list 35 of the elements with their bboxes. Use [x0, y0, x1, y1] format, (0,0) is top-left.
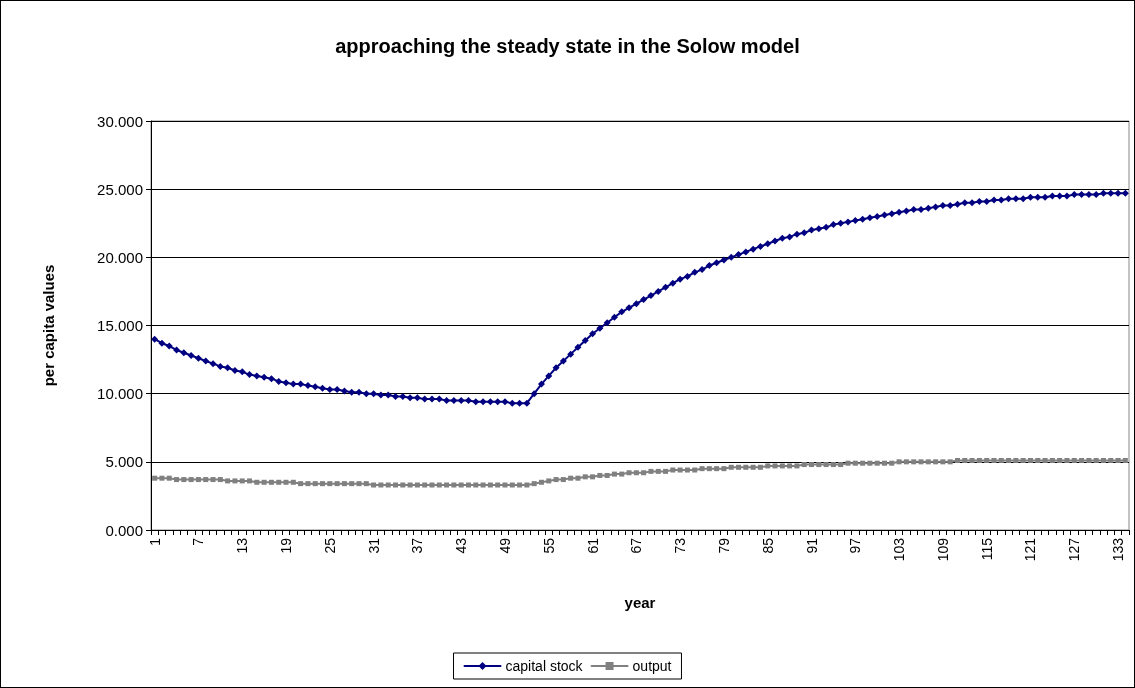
x-tick-label: 55 [540, 537, 557, 554]
y-tick-label: 30.000 [97, 112, 143, 130]
chart-title: approaching the steady state in the Solow model [335, 35, 800, 57]
x-tick-label: 1 [146, 537, 163, 546]
x-tick-label: 127 [1066, 537, 1083, 562]
x-tick-label: 49 [496, 537, 513, 554]
y-tick-label: 20.000 [97, 248, 143, 266]
x-tick-label: 91 [803, 537, 820, 554]
y-axis-title: per capita values [40, 264, 57, 387]
x-tick-label: 7 [190, 537, 207, 546]
x-axis-title: year [624, 594, 656, 611]
legend-label: capital stock [505, 658, 584, 674]
x-tick-label: 31 [365, 537, 382, 554]
x-tick-label: 13 [234, 537, 251, 554]
x-tick-label: 97 [847, 537, 864, 554]
y-tick-label: 15.000 [97, 317, 143, 334]
x-tick-label: 133 [1110, 537, 1127, 562]
x-tick-label: 85 [759, 537, 776, 554]
y-tick-label: 5.000 [105, 453, 143, 471]
y-tick-label: 25.000 [97, 180, 143, 198]
x-tick-label: 103 [891, 537, 908, 562]
x-tick-label: 61 [584, 537, 601, 554]
y-tick-label: 10.000 [97, 385, 143, 403]
y-tick-label: 0.000 [105, 521, 143, 539]
x-tick-label: 19 [278, 537, 295, 554]
x-tick-label: 67 [628, 537, 645, 554]
x-tick-label: 73 [672, 537, 689, 554]
x-tick-label: 115 [978, 537, 995, 561]
x-tick-label: 37 [409, 537, 426, 554]
x-tick-label: 109 [934, 537, 951, 562]
x-tick-label: 79 [715, 537, 732, 554]
x-tick-label: 43 [453, 537, 470, 554]
x-tick-label: 25 [321, 537, 338, 554]
x-tick-label: 121 [1022, 537, 1039, 562]
legend-label: output [632, 658, 672, 674]
